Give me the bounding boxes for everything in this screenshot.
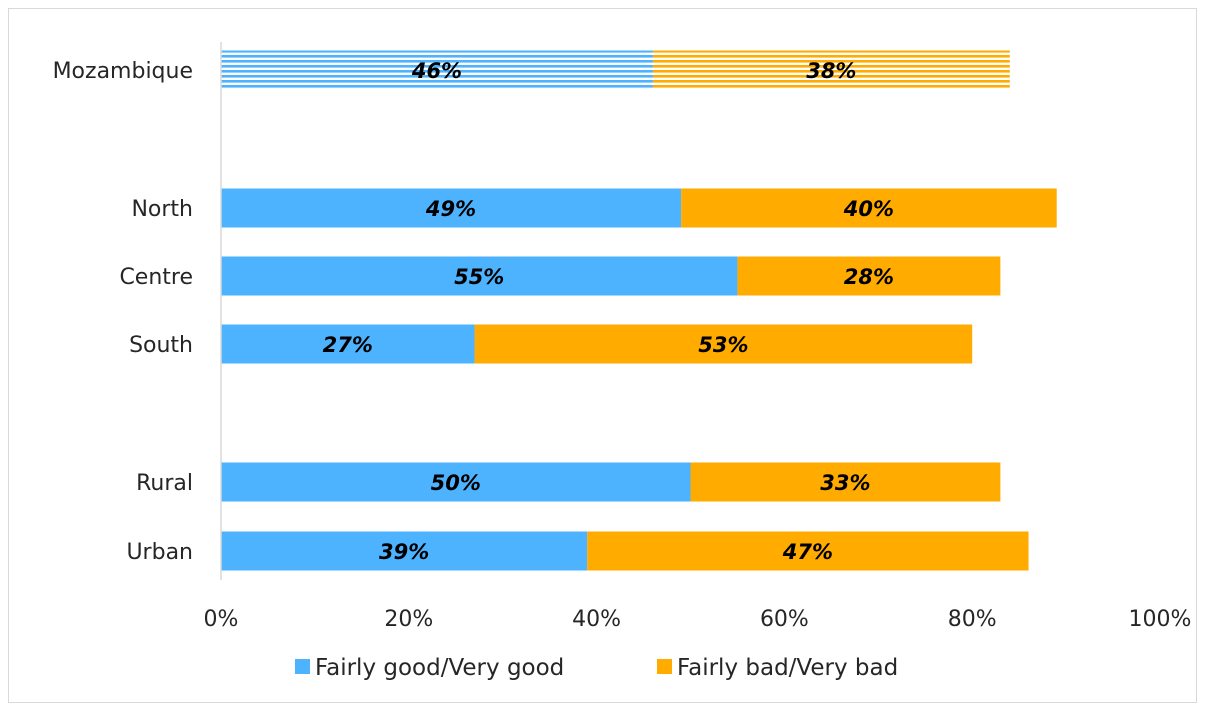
data-label-rural-series-2: 33% (820, 471, 870, 495)
legend: Fairly good/Very good Fairly bad/Very bad (295, 655, 898, 681)
category-label-rural: Rural (136, 471, 193, 496)
data-label-north-series-1: 49% (425, 197, 476, 221)
category-label-centre: Centre (119, 265, 193, 290)
bar-north-series-2 (681, 188, 1057, 228)
data-label-urban-series-2: 47% (782, 540, 833, 564)
data-label-centre-series-2: 28% (844, 265, 894, 289)
x-tick-label: 100% (1129, 607, 1192, 632)
bar-rural-series-2 (690, 462, 1001, 502)
bar-urban-series-1 (221, 531, 588, 571)
x-tick-label: 0% (204, 607, 239, 632)
x-axis-tick-labels: 0% 20% 40% 60% 80% 100% (204, 607, 1192, 632)
x-tick-label: 20% (384, 607, 433, 632)
bar-south-series-2 (474, 324, 973, 364)
bar-centre-series-1 (221, 256, 738, 296)
category-label-mozambique: Mozambique (53, 59, 193, 84)
data-label-urban-series-1: 39% (379, 540, 429, 564)
data-label-south-series-2: 53% (698, 333, 748, 357)
legend-swatch-series-1 (295, 659, 310, 674)
category-label-north: North (131, 197, 193, 222)
category-label-south: South (129, 333, 193, 358)
bar-mozambique-series-2 (652, 50, 1010, 90)
data-label-centre-series-1: 55% (454, 265, 504, 289)
x-tick-label: 80% (948, 607, 997, 632)
category-labels: Mozambique North Centre South Rural Urban (53, 59, 193, 565)
bar-centre-series-2 (737, 256, 1001, 296)
bars-group: 46% 38% 49% 40% 55% 28% 27% 53% 50% 33% 39% 47% (221, 50, 1057, 571)
bar-north-series-1 (221, 188, 682, 228)
bar-rural-series-1 (221, 462, 691, 502)
bar-urban-series-2 (587, 531, 1029, 571)
data-label-south-series-1: 27% (323, 333, 373, 357)
category-label-urban: Urban (126, 540, 193, 565)
x-tick-label: 40% (572, 607, 621, 632)
data-label-rural-series-1: 50% (431, 471, 481, 495)
legend-label-series-1: Fairly good/Very good (315, 655, 564, 681)
data-label-north-series-2: 40% (843, 197, 894, 221)
bar-south-series-1 (221, 324, 475, 364)
x-tick-label: 60% (760, 607, 809, 632)
bar-mozambique-series-1 (221, 50, 653, 90)
legend-swatch-series-2 (657, 659, 672, 674)
data-label-mozambique-series-2: 38% (806, 59, 856, 83)
data-label-mozambique-series-1: 46% (411, 59, 462, 83)
legend-label-series-2: Fairly bad/Very bad (677, 655, 898, 681)
